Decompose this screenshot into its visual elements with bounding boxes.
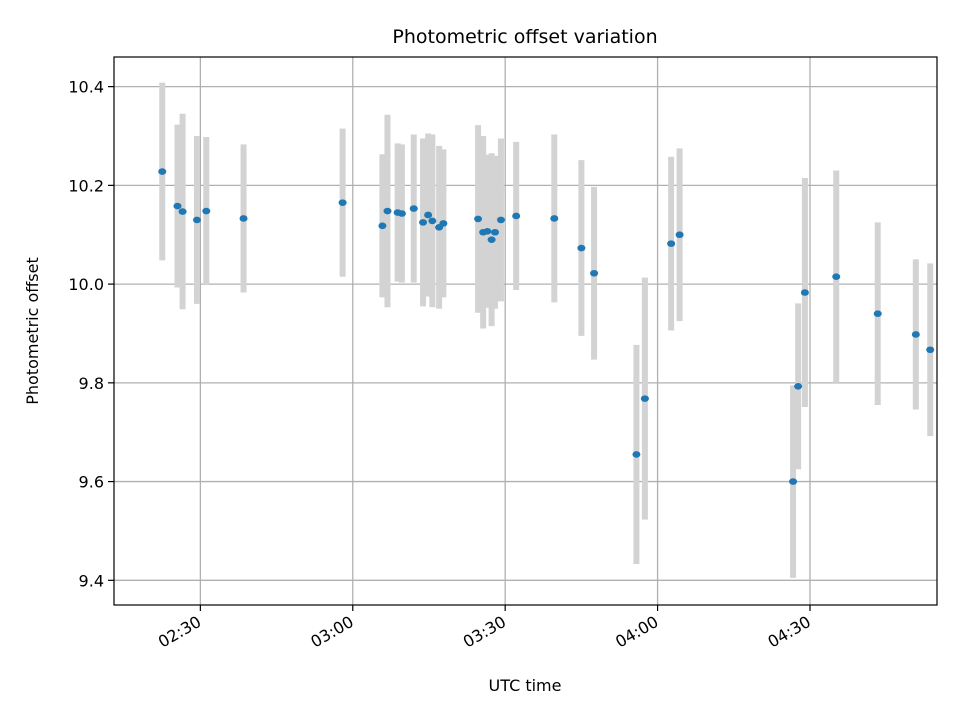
data-point bbox=[491, 228, 500, 236]
data-point bbox=[512, 212, 521, 220]
y-tick-label: 10.2 bbox=[68, 176, 104, 195]
y-tick-label: 9.4 bbox=[79, 571, 104, 590]
x-axis-label: UTC time bbox=[489, 676, 562, 695]
y-axis-label: Photometric offset bbox=[23, 257, 42, 405]
chart-title: Photometric offset variation bbox=[392, 26, 657, 48]
data-point bbox=[338, 199, 347, 206]
y-tick-label: 10.4 bbox=[68, 78, 104, 97]
data-point bbox=[439, 220, 448, 227]
data-point bbox=[550, 215, 559, 222]
data-point bbox=[383, 207, 392, 215]
data-point bbox=[487, 236, 496, 243]
data-point bbox=[926, 346, 935, 354]
data-point bbox=[667, 240, 676, 247]
y-axis-ticks: 9.4 9.6 9.8 10.0 10.2 10.4 bbox=[68, 78, 114, 590]
data-point bbox=[789, 478, 798, 485]
data-point bbox=[911, 331, 920, 338]
data-point bbox=[428, 217, 437, 225]
data-point bbox=[378, 222, 387, 230]
data-point bbox=[424, 211, 433, 219]
data-point bbox=[632, 451, 641, 458]
data-point bbox=[800, 289, 809, 296]
data-point bbox=[239, 215, 248, 222]
data-point bbox=[640, 395, 649, 402]
data-point bbox=[202, 207, 211, 215]
grid bbox=[114, 57, 937, 605]
data-point bbox=[178, 208, 187, 215]
data-point bbox=[474, 215, 483, 223]
data-point bbox=[397, 210, 406, 217]
data-point bbox=[832, 273, 841, 280]
data-point bbox=[873, 310, 882, 318]
y-tick-label: 9.6 bbox=[79, 473, 104, 492]
data-point bbox=[173, 202, 182, 210]
data-point bbox=[409, 205, 418, 212]
data-point bbox=[419, 219, 428, 226]
data-point bbox=[577, 244, 586, 252]
data-point bbox=[158, 168, 167, 175]
plot-frame bbox=[113, 56, 938, 606]
data-point bbox=[496, 216, 505, 224]
data-point bbox=[794, 382, 803, 390]
data-point bbox=[192, 216, 201, 224]
data-point bbox=[675, 231, 684, 239]
y-tick-label: 9.8 bbox=[79, 374, 104, 393]
data-point bbox=[483, 227, 492, 235]
y-tick-label: 10.0 bbox=[68, 275, 104, 294]
data-point bbox=[590, 269, 599, 277]
data-points bbox=[158, 168, 935, 485]
